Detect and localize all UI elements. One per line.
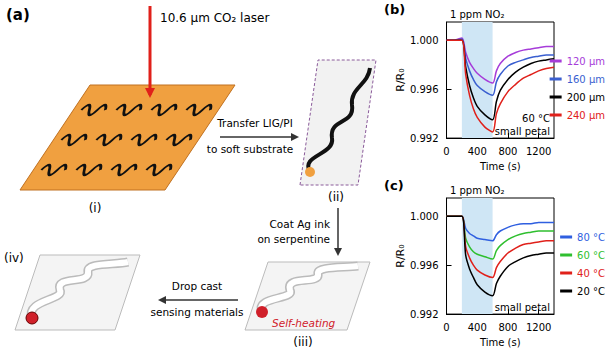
svg-text:Transfer LIG/PI: Transfer LIG/PI: [216, 117, 293, 129]
svg-text:60 °C: 60 °C: [522, 113, 550, 124]
svg-text:10.6 μm CO₂ laser: 10.6 μm CO₂ laser: [160, 11, 269, 25]
svg-text:0.992: 0.992: [410, 133, 439, 144]
svg-text:800: 800: [498, 146, 517, 157]
svg-text:Self-heating: Self-heating: [272, 317, 336, 329]
svg-text:400: 400: [468, 146, 487, 157]
svg-text:(iii): (iii): [293, 335, 312, 349]
svg-text:1.000: 1.000: [410, 211, 439, 222]
svg-text:60 °C: 60 °C: [577, 250, 605, 261]
svg-text:400: 400: [468, 322, 487, 333]
svg-text:R/R₀: R/R₀: [394, 244, 407, 268]
svg-text:Time (s): Time (s): [479, 161, 521, 172]
svg-text:120 μm: 120 μm: [567, 56, 605, 67]
svg-text:20 °C: 20 °C: [577, 286, 605, 297]
svg-text:80 °C: 80 °C: [577, 232, 605, 243]
svg-text:200 μm: 200 μm: [567, 92, 605, 103]
svg-text:(b): (b): [384, 2, 405, 17]
svg-text:(ii): (ii): [328, 190, 344, 204]
svg-text:1 ppm NO₂: 1 ppm NO₂: [450, 185, 505, 196]
svg-text:160 μm: 160 μm: [567, 74, 605, 85]
svg-text:Time (s): Time (s): [479, 337, 521, 348]
svg-text:small petal: small petal: [495, 126, 550, 137]
svg-text:1.000: 1.000: [410, 35, 439, 46]
svg-text:(a): (a): [6, 6, 30, 24]
svg-text:0.996: 0.996: [410, 84, 439, 95]
svg-text:on serpentine: on serpentine: [257, 233, 330, 245]
svg-text:0: 0: [443, 322, 449, 333]
svg-text:1 ppm NO₂: 1 ppm NO₂: [450, 9, 505, 20]
svg-text:1200: 1200: [526, 146, 551, 157]
svg-text:0.996: 0.996: [410, 260, 439, 271]
svg-text:1200: 1200: [526, 322, 551, 333]
svg-text:(iv): (iv): [4, 251, 24, 265]
svg-text:(i): (i): [89, 201, 102, 215]
svg-text:800: 800: [498, 322, 517, 333]
svg-text:(c): (c): [384, 178, 404, 193]
svg-text:to soft substrate: to soft substrate: [207, 143, 293, 155]
svg-text:0: 0: [443, 146, 449, 157]
svg-text:sensing materials: sensing materials: [151, 306, 244, 318]
svg-text:small petal: small petal: [495, 302, 550, 313]
svg-text:240 μm: 240 μm: [567, 110, 605, 121]
svg-text:0.992: 0.992: [410, 309, 439, 320]
svg-text:40 °C: 40 °C: [577, 268, 605, 279]
svg-text:R/R₀: R/R₀: [394, 68, 407, 92]
svg-text:Drop cast: Drop cast: [172, 280, 222, 292]
svg-text:Coat Ag ink: Coat Ag ink: [270, 218, 331, 230]
